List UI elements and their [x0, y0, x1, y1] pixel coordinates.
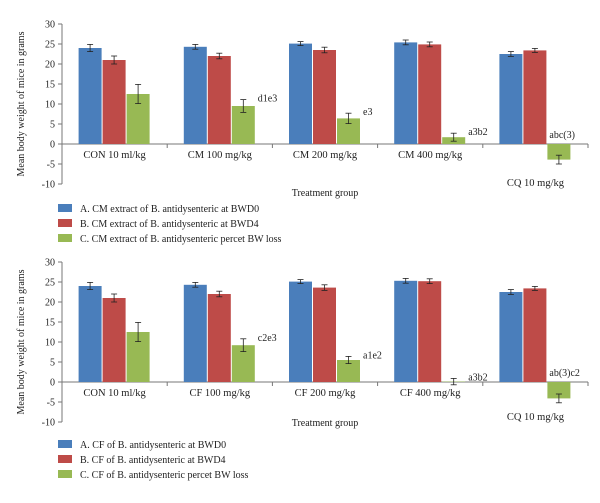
x-category-label: CQ 10 mg/kg: [507, 178, 565, 189]
bar-c: [231, 345, 255, 382]
bar-c: [126, 94, 150, 144]
bar-a: [394, 42, 418, 144]
significance-label: ab(3)c2: [549, 368, 580, 379]
bar-c: [547, 382, 571, 399]
y-tick-label: -5: [47, 160, 55, 171]
legend: A. CM extract of B. antidysenteric at BW…: [58, 204, 282, 245]
bar-b: [102, 298, 126, 382]
y-tick-label: -10: [42, 180, 55, 191]
bar-a: [183, 46, 207, 144]
significance-label: a3b2: [468, 127, 487, 138]
bar-c: [337, 118, 360, 144]
x-category-label: CF 100 mg/kg: [189, 388, 250, 399]
significance-label: e3: [363, 107, 372, 118]
y-tick-label: -10: [42, 418, 55, 429]
bar-a: [183, 284, 207, 382]
legend-swatch: [58, 204, 72, 212]
bar-b: [207, 294, 231, 382]
y-tick-label: 15: [45, 80, 55, 91]
x-category-label: CF 400 mg/kg: [400, 388, 461, 399]
bar-b: [418, 44, 442, 144]
significance-label: d1e3: [258, 94, 277, 105]
bar-a: [499, 292, 523, 382]
bar-a: [499, 54, 523, 144]
y-tick-label: 10: [45, 100, 55, 111]
bar-b: [207, 56, 231, 144]
legend-label: B. CM extract of B. antidysenteric at BW…: [80, 219, 259, 230]
y-tick-label: -5: [47, 398, 55, 409]
significance-label: a3b2: [468, 372, 487, 383]
y-tick-label: 0: [50, 140, 55, 151]
chart-panel-2: -10 -5 0 5 10 15 20 25 30 Mean body weight of mic…: [16, 258, 589, 481]
legend-swatch: [58, 440, 72, 448]
legend-swatch: [58, 470, 72, 478]
bar-b: [523, 50, 547, 144]
bar-c: [547, 144, 571, 160]
y-axis-title: Mean body weight of mice in grams: [16, 31, 27, 176]
significance-label: c2e3: [258, 333, 277, 344]
y-tick-label: 10: [45, 338, 55, 349]
x-category-label: CQ 10 mg/kg: [507, 412, 565, 423]
y-tick-label: 25: [45, 278, 55, 289]
bar-a: [289, 281, 312, 382]
legend-swatch: [58, 219, 72, 227]
bar-a: [78, 48, 102, 144]
legend-label: C. CF of B. antidysenteric percet BW los…: [80, 470, 249, 481]
x-axis-title: Treatment group: [292, 418, 359, 429]
y-tick-label: 0: [50, 378, 55, 389]
x-category-label: CF 200 mg/kg: [295, 388, 356, 399]
legend-label: C. CM extract of B. antidysenteric perce…: [80, 234, 282, 245]
significance-label: abc(3): [549, 130, 575, 141]
y-tick-label: 5: [50, 358, 55, 369]
legend-label: A. CF of B. antidysenteric at BWD0: [80, 440, 226, 451]
bar-b: [418, 281, 442, 382]
x-axis-title: Treatment group: [292, 188, 359, 199]
x-category-label: CON 10 ml/kg: [83, 388, 146, 399]
bar-a: [394, 280, 418, 382]
legend: A. CF of B. antidysenteric at BWD0 B. CF …: [58, 440, 249, 481]
bar-c: [337, 360, 360, 382]
chart-panel-1: -10 -5 0 5 10 15 20 25 30 Mean body weight of mic…: [16, 20, 589, 245]
y-tick-label: 30: [45, 20, 55, 31]
significance-label: a1e2: [363, 350, 382, 361]
y-axis-title: Mean body weight of mice in grams: [16, 269, 27, 414]
x-category-label: CM 100 mg/kg: [188, 150, 253, 161]
y-tick-label: 15: [45, 318, 55, 329]
x-category-label: CON 10 ml/kg: [83, 150, 146, 161]
bar-b: [313, 50, 336, 144]
y-tick-label: 5: [50, 120, 55, 131]
legend-label: A. CM extract of B. antidysenteric at BW…: [80, 204, 259, 215]
bar-b: [102, 60, 126, 144]
y-tick-label: 30: [45, 258, 55, 269]
bar-a: [289, 43, 312, 144]
bar-a: [78, 286, 102, 382]
bar-b: [313, 287, 336, 382]
x-category-label: CM 200 mg/kg: [293, 150, 358, 161]
bar-c: [231, 106, 255, 144]
x-category-label: CM 400 mg/kg: [398, 150, 463, 161]
legend-swatch: [58, 455, 72, 463]
legend-label: B. CF of B. antidysenteric at BWD4: [80, 455, 226, 466]
legend-swatch: [58, 234, 72, 242]
y-tick-label: 20: [45, 60, 55, 71]
y-tick-label: 20: [45, 298, 55, 309]
bar-c: [126, 332, 150, 382]
y-tick-label: 25: [45, 40, 55, 51]
bar-b: [523, 288, 547, 382]
